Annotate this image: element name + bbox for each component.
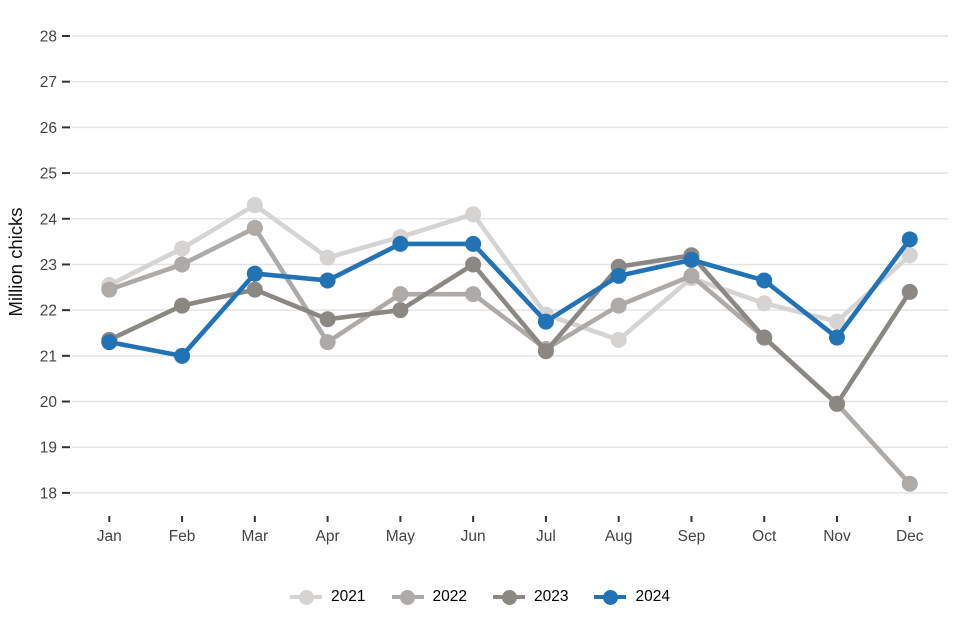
data-point-2021-Nov: [829, 313, 845, 330]
y-tick-label-26: 26: [40, 120, 57, 137]
data-point-2024-Feb: [174, 347, 191, 364]
y-tick-label-27: 27: [40, 74, 57, 91]
legend-key-icon-2024: [594, 589, 627, 606]
data-point-2024-Nov: [829, 329, 845, 346]
chart-canvas: 18 19 20 21 22 23 24 25 26 27 28 Jan Feb Mar Apr May Jun…: [5, 29, 948, 545]
data-point-2023-Mar: [246, 281, 263, 298]
data-point-2024-Oct: [756, 272, 773, 289]
data-point-2021-Feb: [174, 240, 191, 257]
data-point-2023-Apr: [319, 311, 336, 328]
legend-key-icon-2022: [391, 589, 424, 606]
data-point-2021-Aug: [610, 331, 627, 348]
legend-item-2021: 2021: [290, 588, 366, 606]
y-tick-label-28: 28: [40, 29, 57, 46]
series-line-2021: [107, 202, 913, 343]
legend-key-dot: [298, 589, 314, 605]
series-line-2024: [107, 237, 913, 359]
legend-key-icon-2021: [290, 589, 323, 606]
legend-label-2021: 2021: [331, 588, 366, 605]
data-point-2023-Oct: [756, 329, 773, 346]
y-tick-label-18: 18: [40, 485, 57, 502]
data-point-2022-Jun: [465, 286, 482, 303]
x-tick-label-Jan: Jan: [97, 528, 122, 545]
data-point-2022-Aug: [610, 297, 627, 314]
data-point-2022-Apr: [319, 334, 336, 351]
data-point-2021-Dec: [901, 247, 918, 264]
y-tick-label-21: 21: [40, 348, 57, 365]
data-point-2022-Mar: [246, 219, 263, 236]
x-tick-label-Nov: Nov: [823, 528, 851, 545]
legend-key-dot: [400, 589, 416, 605]
x-tick-label-Oct: Oct: [752, 528, 777, 545]
x-tick-label-Sep: Sep: [678, 528, 706, 545]
legend-label-2023: 2023: [534, 588, 569, 605]
chart-legend: 2021 2022 2023 2024: [0, 588, 960, 606]
data-point-2024-Mar: [246, 265, 263, 282]
x-tick-label-May: May: [386, 528, 416, 545]
data-point-2024-Dec: [901, 231, 918, 248]
legend-item-2023: 2023: [493, 588, 568, 606]
data-point-2023-Feb: [174, 297, 191, 314]
data-point-2022-Sep: [683, 267, 700, 284]
y-tick-label-20: 20: [40, 394, 58, 411]
data-point-2021-Oct: [756, 295, 773, 312]
y-tick-label-24: 24: [40, 211, 58, 228]
data-point-2021-Mar: [246, 197, 263, 214]
data-point-2021-Jun: [465, 206, 482, 223]
data-point-2023-Dec: [901, 283, 918, 300]
x-tick-label-Apr: Apr: [316, 528, 340, 545]
x-tick-label-Jun: Jun: [461, 528, 486, 545]
series-line-2023: [107, 253, 913, 407]
x-tick-label-Mar: Mar: [241, 528, 268, 545]
x-tick-label-Feb: Feb: [169, 528, 196, 545]
y-tick-label-19: 19: [40, 440, 57, 457]
data-point-2024-Jan: [101, 334, 118, 351]
legend-item-2024: 2024: [594, 588, 670, 606]
data-point-2023-Nov: [829, 395, 845, 412]
legend-key-icon-2023: [493, 589, 525, 606]
data-point-2024-Jun: [465, 235, 482, 252]
data-point-2024-Sep: [683, 251, 700, 268]
legend-item-2022: 2022: [391, 588, 467, 606]
data-point-2022-Jan: [101, 281, 118, 298]
legend-label-2022: 2022: [432, 588, 467, 605]
legend-label-2024: 2024: [635, 588, 670, 605]
x-tick-label-Jul: Jul: [536, 528, 556, 545]
data-point-2024-Aug: [610, 267, 627, 284]
data-point-2022-Feb: [174, 256, 191, 273]
legend-key-dot: [501, 589, 517, 605]
y-axis-title: Million chicks: [5, 208, 26, 317]
data-point-2022-Dec: [901, 475, 918, 492]
y-tick-label-23: 23: [40, 257, 57, 274]
data-point-2023-May: [392, 302, 409, 319]
x-tick-label-Dec: Dec: [896, 528, 924, 545]
data-point-2021-Apr: [319, 249, 336, 266]
data-point-2024-Apr: [319, 272, 336, 289]
data-point-2024-Jul: [537, 313, 554, 330]
x-tick-label-Aug: Aug: [605, 528, 633, 545]
data-point-2022-May: [392, 286, 409, 303]
data-point-2023-Jun: [465, 256, 482, 273]
data-point-2023-Jul: [537, 343, 554, 360]
y-tick-label-22: 22: [40, 303, 57, 320]
data-point-2024-May: [392, 235, 409, 252]
y-tick-label-25: 25: [40, 166, 57, 183]
legend-key-dot: [602, 589, 618, 605]
